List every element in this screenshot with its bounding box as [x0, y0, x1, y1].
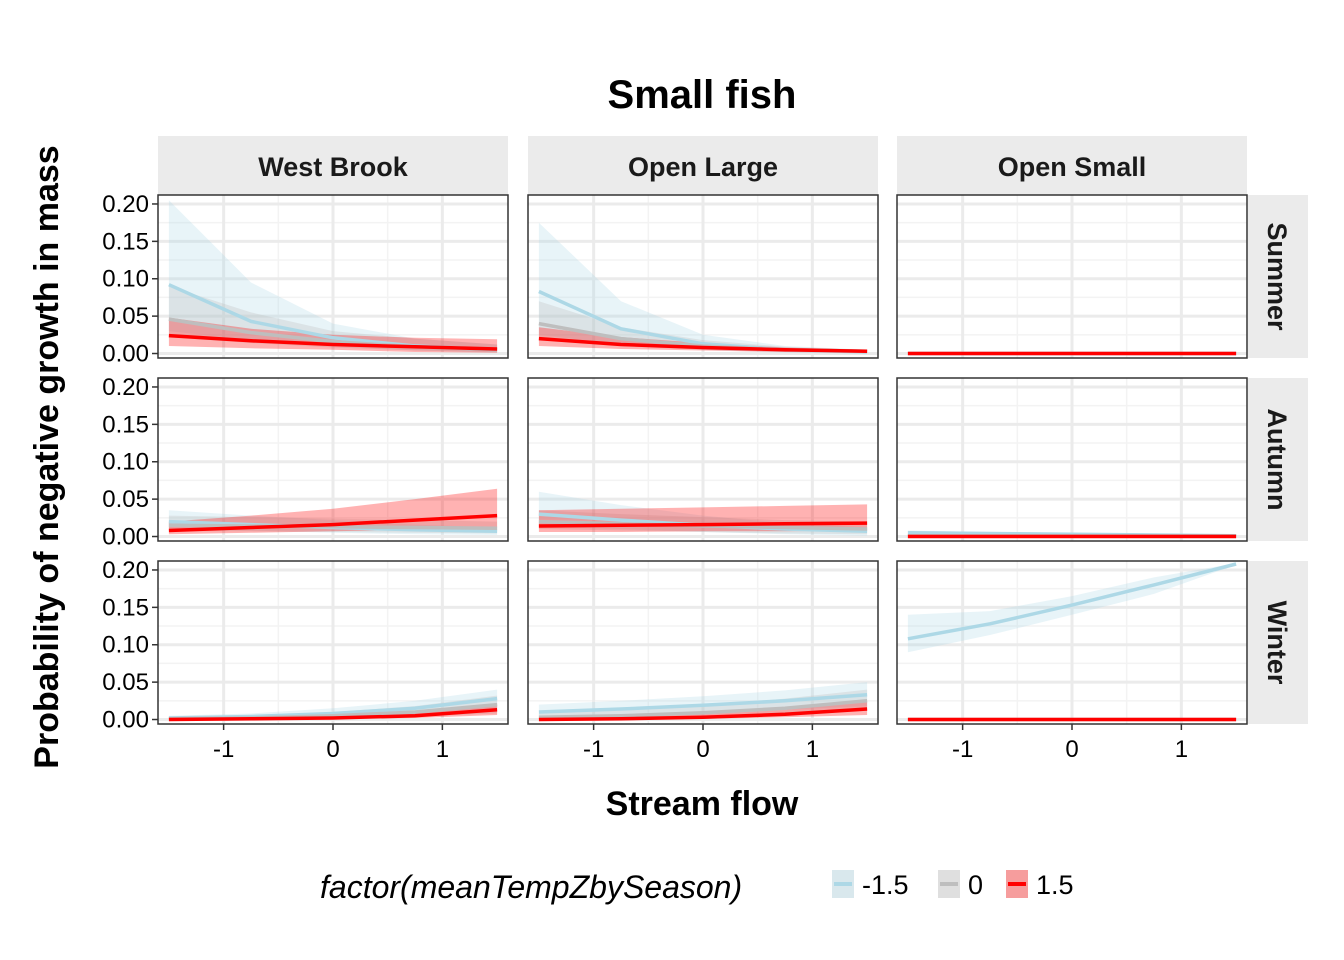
y-tick-label: 0.00	[102, 707, 149, 734]
x-tick-label: 0	[696, 736, 709, 763]
x-tick-label: 1	[436, 736, 449, 763]
x-tick-label: -1	[213, 736, 234, 763]
legend-key-1-5: 1.5	[1006, 870, 1074, 900]
strip-label-autumn: Autumn	[1262, 409, 1292, 511]
ribbon-1-5	[168, 200, 498, 353]
x-tick-label: -1	[583, 736, 604, 763]
y-tick-label: 0.20	[102, 557, 149, 584]
series-line-1-5	[168, 708, 498, 722]
strip-winter	[1248, 561, 1308, 724]
panel-open-small-summer	[896, 194, 1248, 359]
panel-border	[896, 194, 1248, 359]
series-line-1-5	[538, 336, 868, 354]
panel-west-brook-summer: 0.00 0.05 0.10 0.15 0.20	[102, 191, 509, 368]
x-tick-label: 0	[326, 736, 339, 763]
legend-key-1-5: -1.5	[832, 870, 909, 900]
series-line-0	[538, 699, 868, 720]
y-tick-label: 0.20	[102, 374, 149, 401]
panel-border	[157, 194, 509, 359]
x-tick-label: 0	[1065, 736, 1078, 763]
legend-title: factor(meanTempZbySeason)	[320, 869, 742, 905]
legend-label-1-5: 1.5	[1036, 870, 1074, 900]
chart-title: Small fish	[608, 73, 797, 117]
series-line-1-5	[168, 333, 498, 351]
panel-open-small-autumn	[896, 377, 1248, 542]
ribbon-1-5	[168, 317, 498, 353]
strip-label-summer: Summer	[1262, 222, 1292, 331]
panel-border	[527, 194, 879, 359]
series-line-1-5	[907, 562, 1237, 641]
x-tick-label: 1	[806, 736, 819, 763]
y-tick-label: 0.20	[102, 191, 149, 218]
ribbon-0	[538, 689, 868, 719]
legend: factor(meanTempZbySeason) -1.5 0 1.5	[320, 869, 1074, 905]
strip-open-small	[897, 136, 1247, 195]
y-tick-label: 0.00	[102, 524, 149, 551]
y-tick-label: 0.15	[102, 228, 149, 255]
strip-label-west-brook: West Brook	[258, 152, 409, 182]
panel-west-brook-winter: 0.00 0.05 0.10 0.15 0.20 -1 0 1	[102, 557, 509, 763]
x-tick-label: 1	[1175, 736, 1188, 763]
y-tick-label: 0.10	[102, 632, 149, 659]
y-tick-label: 0.05	[102, 303, 149, 330]
y-tick-label: 0.05	[102, 669, 149, 696]
y-tick-label: 0.00	[102, 341, 149, 368]
strip-label-winter: Winter	[1262, 601, 1292, 685]
legend-label-0: 0	[968, 870, 983, 900]
strip-autumn	[1248, 378, 1308, 541]
strip-west-brook	[158, 136, 508, 195]
panel-border	[896, 377, 1248, 542]
panel-open-large-summer	[527, 194, 879, 359]
series-line-1-5	[538, 707, 868, 722]
y-axis-title: Probability of negative growth in mass	[28, 145, 66, 768]
series-line-1-5	[538, 521, 868, 528]
x-tick-label: -1	[952, 736, 973, 763]
panel-open-large-autumn	[527, 377, 879, 542]
panel-open-small-winter: -1 0 1	[896, 560, 1248, 763]
panel-open-large-winter: -1 0 1	[527, 560, 879, 763]
legend-label-1-5: -1.5	[862, 870, 909, 900]
panel-west-brook-autumn: 0.00 0.05 0.10 0.15 0.20	[102, 374, 509, 551]
y-tick-label: 0.10	[102, 449, 149, 476]
ribbon-0	[168, 286, 498, 352]
strip-summer	[1248, 195, 1308, 358]
series-line-1-5	[168, 513, 498, 533]
legend-key-0: 0	[938, 870, 983, 900]
y-tick-label: 0.05	[102, 486, 149, 513]
panel-border	[527, 377, 879, 542]
ribbon-1-5	[538, 222, 868, 354]
series-line-0	[168, 523, 498, 531]
strip-open-large	[528, 136, 878, 195]
panel-border	[157, 377, 509, 542]
strip-label-open-small: Open Small	[998, 152, 1147, 182]
y-tick-label: 0.15	[102, 411, 149, 438]
legend-keys: -1.5 0 1.5	[832, 870, 1074, 900]
strip-label-open-large: Open Large	[628, 152, 778, 182]
panel-grid: West Brook Open Large Open Small Summer Autu…	[102, 136, 1308, 763]
x-axis-title: Stream flow	[606, 785, 799, 823]
y-tick-label: 0.10	[102, 266, 149, 293]
ribbon-1-5	[538, 327, 868, 353]
y-tick-label: 0.15	[102, 594, 149, 621]
series-line-1-5	[538, 693, 868, 714]
